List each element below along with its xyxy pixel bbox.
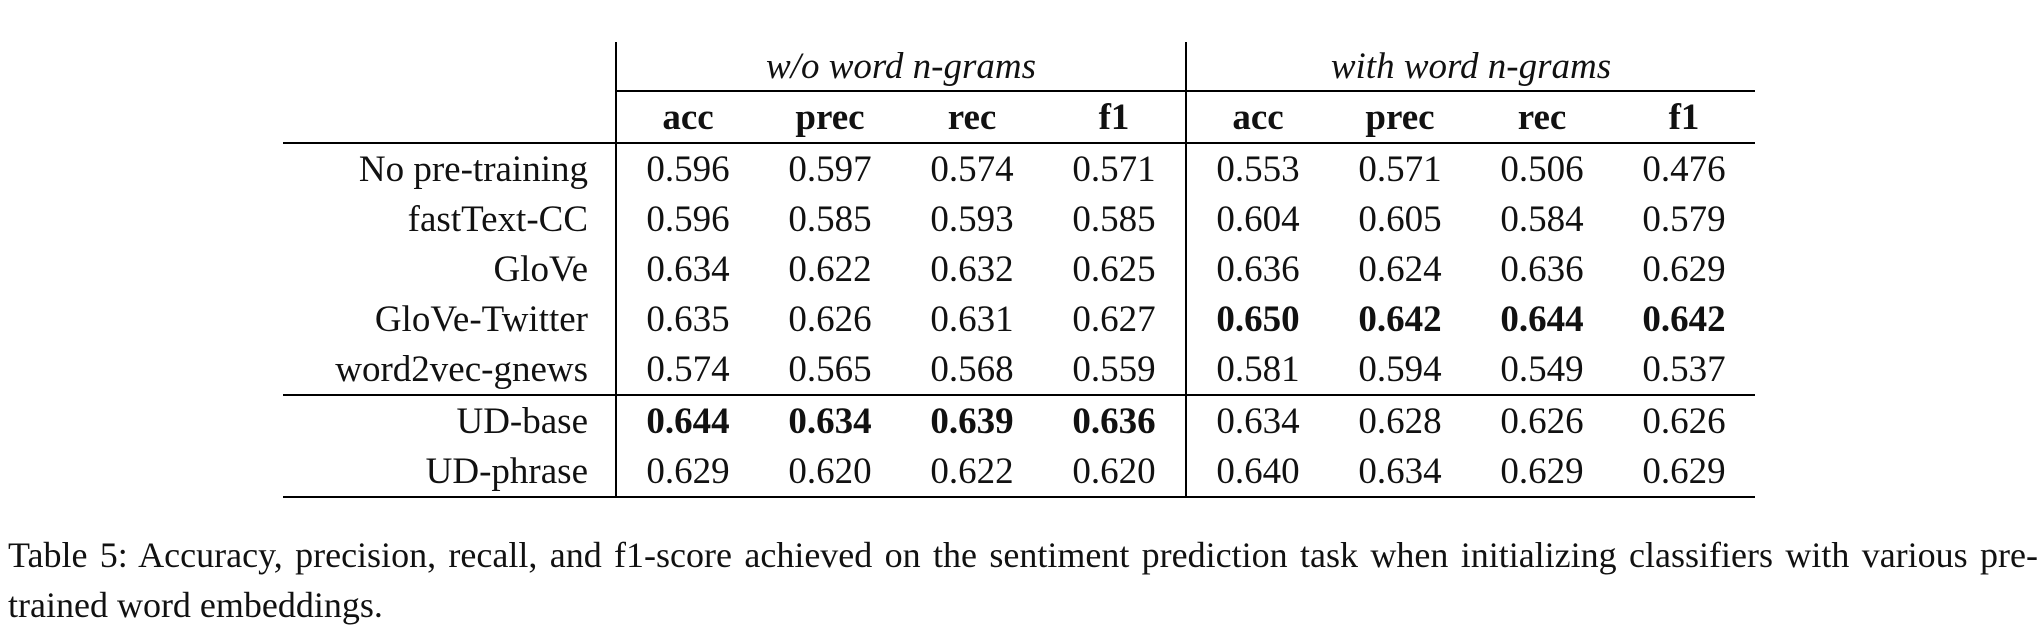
row-label: fastText-CC: [407, 198, 588, 240]
group-header-row: w/o word n-grams with word n-grams: [283, 42, 1755, 91]
group-header-without-ngrams: w/o word n-grams: [615, 42, 1186, 91]
table-cell: 0.629: [1471, 446, 1613, 498]
results-table: w/o word n-grams with word n-grams acc p…: [283, 42, 1755, 498]
table-cell: 0.571: [1043, 142, 1186, 194]
table-row: GloVe 0.634 0.622 0.632 0.625 0.636 0.624 0.636…: [283, 244, 1755, 294]
corner-cell: [283, 91, 616, 143]
row-label: UD-phrase: [283, 446, 616, 498]
metric-header-rec: rec: [901, 90, 1043, 143]
table-cell: 0.506: [1471, 142, 1613, 194]
table-cell: 0.593: [930, 198, 1014, 240]
metric-header-prec: prec: [1329, 90, 1471, 143]
table-cell: 0.620: [1043, 446, 1186, 498]
row-label: No pre-training: [283, 142, 616, 194]
table-cell: 0.579: [1642, 198, 1726, 240]
table-cell: 0.626: [1613, 394, 1755, 446]
table-cell: 0.634: [1185, 394, 1329, 446]
table-row: UD-phrase 0.629 0.620 0.622 0.620 0.640 0.634 0…: [283, 446, 1755, 498]
table-cell: 0.634: [615, 244, 759, 294]
metric-header-acc: acc: [1185, 90, 1329, 143]
table-caption: Table 5: Accuracy, precision, recall, an…: [8, 535, 2038, 625]
row-label: UD-base: [283, 394, 616, 446]
row-label: word2vec-gnews: [335, 348, 588, 390]
table-row: fastText-CC 0.596 0.585 0.593 0.585 0.604 0.60…: [283, 194, 1755, 244]
table-cell: 0.574: [615, 344, 759, 395]
table-cell: 0.597: [759, 142, 901, 194]
metric-header-prec: prec: [759, 90, 901, 143]
table-cell: 0.605: [1358, 198, 1442, 240]
metric-header-row: acc prec rec f1 acc prec rec f1: [283, 90, 1755, 143]
table-cell: 0.640: [1185, 446, 1329, 498]
table-cell: 0.622: [788, 248, 872, 290]
table-cell: 0.571: [1329, 142, 1471, 194]
table-cell: 0.627: [1072, 298, 1156, 340]
table-cell: 0.574: [901, 142, 1043, 194]
table-cell: 0.644: [1500, 298, 1584, 340]
table-cell: 0.581: [1185, 344, 1329, 395]
metric-header-acc: acc: [615, 90, 759, 143]
row-label: GloVe: [493, 248, 588, 290]
corner-cell: [283, 42, 616, 91]
table-cell: 0.631: [930, 298, 1014, 340]
table-row: GloVe-Twitter 0.635 0.626 0.631 0.627 0.650 0.…: [283, 294, 1755, 344]
table-cell: 0.634: [759, 394, 901, 446]
table-row: UD-base 0.644 0.634 0.639 0.636 0.634 0.628 0.6…: [283, 394, 1755, 446]
table-cell: 0.624: [1358, 248, 1442, 290]
metric-header-f1: f1: [1613, 90, 1755, 143]
table-cell: 0.629: [615, 446, 759, 498]
table-cell: 0.584: [1500, 198, 1584, 240]
table-cell: 0.636: [1043, 394, 1186, 446]
table-cell: 0.622: [901, 446, 1043, 498]
table-cell: 0.632: [930, 248, 1014, 290]
table-cell: 0.626: [788, 298, 872, 340]
table-cell: 0.476: [1613, 142, 1755, 194]
table-cell: 0.596: [615, 194, 759, 244]
table-cell: 0.635: [615, 294, 759, 344]
metric-header-f1: f1: [1043, 90, 1186, 143]
table-cell: 0.636: [1185, 244, 1329, 294]
table-cell: 0.559: [1072, 348, 1156, 390]
table-cell: 0.639: [901, 394, 1043, 446]
table-cell: 0.565: [788, 348, 872, 390]
table-cell: 0.568: [930, 348, 1014, 390]
table-cell: 0.629: [1613, 446, 1755, 498]
table-cell: 0.629: [1642, 248, 1726, 290]
row-label: GloVe-Twitter: [374, 298, 588, 340]
group-header-with-ngrams: with word n-grams: [1185, 42, 1755, 91]
table-cell: 0.549: [1500, 348, 1584, 390]
table-cell: 0.620: [759, 446, 901, 498]
metric-header-rec: rec: [1471, 90, 1613, 143]
table-cell: 0.650: [1185, 294, 1329, 344]
table-cell: 0.625: [1072, 248, 1156, 290]
table-cell: 0.634: [1329, 446, 1471, 498]
table-row: word2vec-gnews 0.574 0.565 0.568 0.559 0.581 0…: [283, 344, 1755, 395]
table-cell: 0.585: [788, 198, 872, 240]
table-cell: 0.644: [615, 394, 759, 446]
table-cell: 0.537: [1642, 348, 1726, 390]
table-cell: 0.553: [1185, 142, 1329, 194]
table-cell: 0.642: [1642, 298, 1726, 340]
table-cell: 0.628: [1329, 394, 1471, 446]
table-cell: 0.626: [1471, 394, 1613, 446]
table-cell: 0.604: [1185, 194, 1329, 244]
table-cell: 0.585: [1072, 198, 1156, 240]
table-cell: 0.594: [1358, 348, 1442, 390]
table-cell: 0.642: [1358, 298, 1442, 340]
table-row: No pre-training 0.596 0.597 0.574 0.571 0.553…: [283, 142, 1755, 194]
table-cell: 0.596: [615, 142, 759, 194]
table-cell: 0.636: [1500, 248, 1584, 290]
